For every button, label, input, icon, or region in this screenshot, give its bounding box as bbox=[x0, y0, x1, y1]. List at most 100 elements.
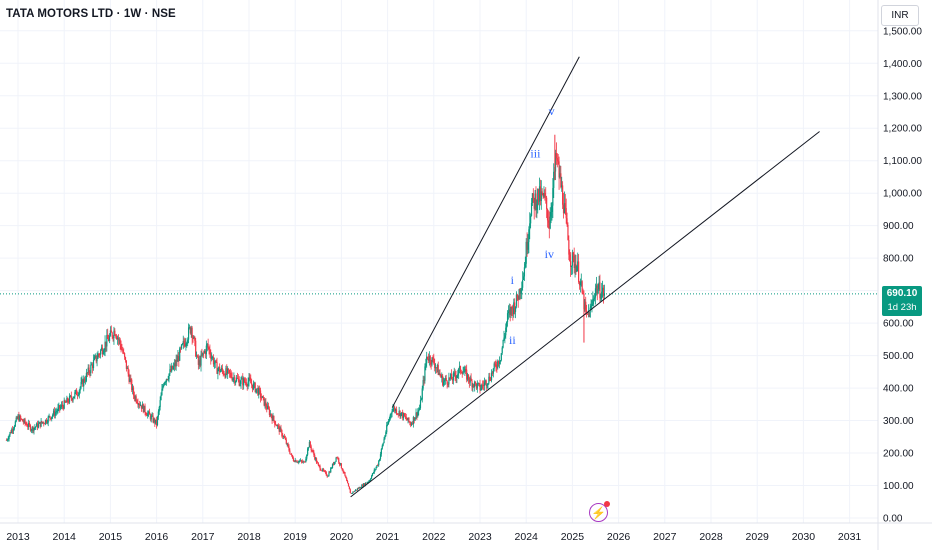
candle-body bbox=[546, 197, 548, 210]
candle-body bbox=[519, 289, 521, 294]
candle-body bbox=[564, 203, 566, 209]
candle-body bbox=[266, 406, 268, 410]
candle-body bbox=[470, 377, 472, 381]
candle-body bbox=[334, 461, 336, 463]
candle-body bbox=[603, 293, 605, 296]
wave-label-v: v bbox=[549, 104, 555, 118]
candle-body bbox=[58, 405, 60, 408]
currency-selector[interactable]: INR bbox=[881, 5, 919, 26]
candle-body bbox=[78, 390, 80, 395]
candle-body bbox=[154, 418, 156, 424]
lightning-bolt-icon[interactable]: ⚡ bbox=[589, 501, 610, 522]
candle-body bbox=[300, 460, 303, 462]
y-tick-label: 200.00 bbox=[883, 449, 914, 460]
candle-body bbox=[221, 368, 223, 371]
y-tick-label: 1,300.00 bbox=[883, 91, 922, 102]
candle-body bbox=[500, 353, 502, 361]
candle-body bbox=[309, 441, 311, 447]
candle-body bbox=[293, 460, 295, 462]
candle-body bbox=[447, 384, 449, 385]
candle-body bbox=[487, 383, 489, 385]
candle-body bbox=[151, 415, 153, 417]
candle-body bbox=[372, 472, 374, 474]
y-tick-label: 100.00 bbox=[883, 481, 914, 492]
candle-body bbox=[435, 367, 438, 369]
candle-body bbox=[491, 372, 494, 374]
candle-body bbox=[351, 493, 353, 494]
price-axis[interactable]: 0.00 100.00 200.00 300.00 400.00 500.00 600.00… bbox=[883, 26, 922, 524]
candle-body bbox=[92, 359, 95, 369]
candle-body bbox=[19, 416, 21, 421]
candle-body bbox=[506, 322, 508, 328]
candle-body bbox=[128, 373, 130, 382]
wave-label-ii: ii bbox=[509, 333, 516, 347]
candle-body bbox=[194, 336, 196, 341]
candle-body bbox=[338, 458, 340, 463]
candle-body bbox=[125, 360, 127, 369]
candle-body bbox=[226, 368, 228, 374]
candle-body bbox=[497, 360, 499, 368]
candle-body bbox=[561, 185, 563, 188]
candle-body bbox=[123, 352, 125, 354]
candle-body bbox=[417, 411, 419, 417]
candle-body bbox=[536, 204, 538, 210]
candle-body bbox=[15, 417, 17, 422]
candle-body bbox=[413, 417, 415, 421]
candle-body bbox=[141, 404, 143, 409]
candle-body bbox=[129, 378, 131, 382]
candle-body bbox=[584, 301, 586, 310]
candle-body bbox=[106, 334, 108, 347]
candle-body bbox=[455, 375, 457, 379]
candle-body bbox=[355, 489, 358, 491]
candle-body bbox=[342, 470, 344, 473]
candle-body bbox=[582, 292, 584, 294]
candle-body bbox=[245, 382, 247, 386]
candle-body bbox=[150, 415, 152, 420]
candle-body bbox=[588, 312, 590, 317]
candle-body bbox=[85, 372, 88, 381]
candle-body bbox=[559, 173, 561, 178]
candle-body bbox=[145, 412, 147, 415]
candle-body bbox=[424, 366, 426, 381]
candle-body bbox=[496, 367, 498, 369]
candle-body bbox=[6, 439, 8, 441]
candle-body bbox=[297, 461, 299, 463]
candle-body bbox=[466, 374, 469, 380]
x-tick-label: 2014 bbox=[53, 531, 77, 543]
candle-body bbox=[579, 281, 581, 286]
candle-body bbox=[207, 343, 209, 348]
candle-body bbox=[80, 382, 82, 388]
trendline bbox=[350, 131, 820, 498]
candle-body bbox=[346, 478, 348, 482]
candle-body bbox=[530, 215, 532, 224]
candle-body bbox=[466, 369, 468, 380]
candle-body bbox=[521, 287, 523, 290]
candle-body bbox=[359, 487, 361, 489]
candle-body bbox=[589, 307, 591, 317]
candle-body bbox=[92, 364, 94, 369]
candle-body bbox=[68, 401, 70, 403]
x-tick-label: 2025 bbox=[561, 531, 585, 543]
candle-body bbox=[44, 423, 46, 425]
candle-body bbox=[431, 357, 433, 365]
candle-body bbox=[199, 360, 201, 366]
candle-body bbox=[569, 254, 571, 262]
x-tick-label: 2027 bbox=[653, 531, 677, 543]
candle-body bbox=[550, 211, 552, 217]
candle-body bbox=[476, 383, 478, 389]
candle-body bbox=[104, 341, 106, 351]
candle-body bbox=[36, 423, 39, 428]
candle-body bbox=[464, 369, 466, 372]
candle-body bbox=[289, 450, 291, 454]
y-tick-label: 900.00 bbox=[883, 221, 914, 232]
candle-body bbox=[54, 412, 56, 416]
candle-body bbox=[93, 357, 96, 360]
candle-body bbox=[168, 373, 170, 380]
candle-body bbox=[283, 436, 286, 439]
y-tick-label: 0.00 bbox=[883, 514, 903, 525]
candle-body bbox=[153, 418, 155, 423]
candle-body bbox=[581, 281, 583, 293]
time-axis[interactable]: 2013 2014 2015 2016 2017 2018 2019 2020 2021 2022… bbox=[6, 531, 861, 543]
candle-body bbox=[94, 355, 96, 358]
